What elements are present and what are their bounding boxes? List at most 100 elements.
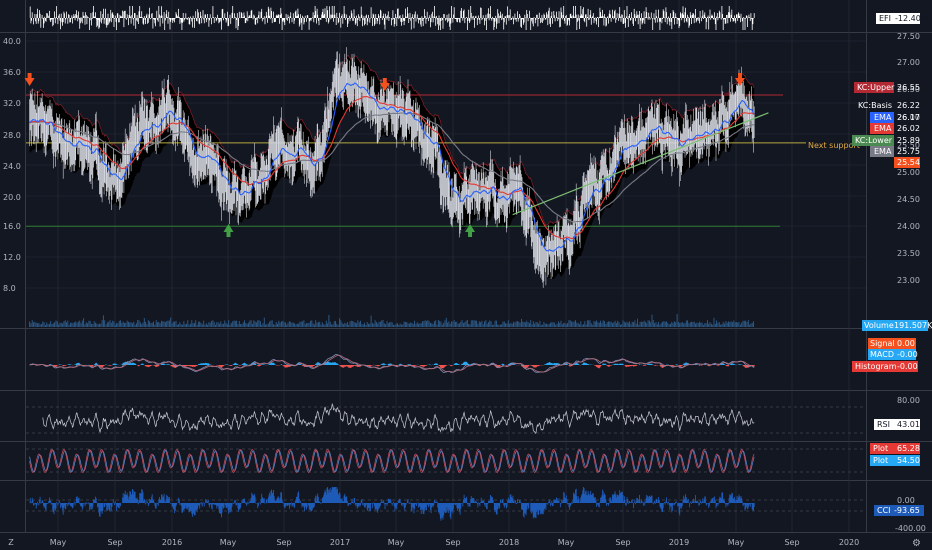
right-tick: 23.00 xyxy=(897,276,920,285)
ema-fast-badge xyxy=(870,112,894,123)
up-arrow-marker xyxy=(223,224,234,237)
cci-name: CCI xyxy=(877,506,891,515)
efi-panel xyxy=(29,6,755,30)
cci-value: -93.65 xyxy=(894,506,920,515)
cci-panel xyxy=(26,487,866,521)
ema-mid-line xyxy=(29,95,755,240)
volume-name: Volume xyxy=(864,321,894,330)
plot2-name: Plot xyxy=(873,456,888,465)
ema-fast-line xyxy=(29,82,755,252)
left-price-axis: 40.0 36.0 32.0 28.0 24.0 20.0 16.0 12.0 … xyxy=(3,37,21,293)
time-tick: 2018 xyxy=(499,538,519,547)
efi-legend: EFI -12.403K xyxy=(876,13,932,24)
right-tick: 26.50 xyxy=(897,85,920,94)
cci-histogram xyxy=(29,487,755,521)
plot1-name: Plot xyxy=(873,444,888,453)
efi-histogram xyxy=(29,6,755,30)
volume-panel xyxy=(29,314,754,327)
time-tick: May xyxy=(220,538,237,547)
time-tick: Sep xyxy=(615,538,630,547)
time-tick: May xyxy=(50,538,67,547)
right-tick: 27.50 xyxy=(897,32,920,41)
signal-badge xyxy=(868,338,916,349)
left-tick: 28.0 xyxy=(3,131,21,140)
right-tick: 27.00 xyxy=(897,58,920,67)
down-arrow-marker xyxy=(379,78,390,91)
efi-value: -12.403K xyxy=(895,14,932,23)
right-tick: 23.50 xyxy=(897,249,920,258)
volume-value: 191.507K xyxy=(894,321,932,330)
volume-legend: Volume 191.507K xyxy=(862,320,932,331)
right-price-axis: 27.50 27.00 26.50 26.00 25.50 25.00 24.5… xyxy=(897,32,920,285)
time-tick: 2019 xyxy=(669,538,689,547)
kc-upper-badge xyxy=(854,82,894,93)
rsi-legend: 80.00 RSI 43.01 xyxy=(874,396,920,430)
kc-basis-value: 26.22 xyxy=(897,101,920,110)
plot1-value: 65.28 xyxy=(897,444,920,453)
time-tick: May xyxy=(728,538,745,547)
left-tick: 24.0 xyxy=(3,162,21,171)
kc-basis-name: KC:Basis xyxy=(858,101,892,110)
time-axis-corner: Z xyxy=(8,538,14,547)
last-price-badge xyxy=(894,157,920,168)
ema-slow-value: 25.75 xyxy=(897,147,920,156)
left-tick: 20.0 xyxy=(3,193,21,202)
time-tick: May xyxy=(388,538,405,547)
ema-slow-name: EMA xyxy=(874,147,892,156)
macd-histogram-positive xyxy=(29,361,743,365)
cci-badge xyxy=(874,505,924,516)
right-tick: 24.50 xyxy=(897,195,920,204)
down-arrow-marker xyxy=(735,73,745,86)
next-support-annotation: Next support xyxy=(808,141,860,150)
time-tick: Sep xyxy=(276,538,291,547)
left-tick: 32.0 xyxy=(3,99,21,108)
ema-mid-name: EMA xyxy=(874,124,892,133)
last-price-value: 25.54 xyxy=(897,158,920,167)
time-tick: 2017 xyxy=(330,538,350,547)
cci-tick-0: 0.00 xyxy=(897,496,915,505)
right-tick: 24.00 xyxy=(897,222,920,231)
cci-legend: 0.00 CCI -93.65 -400.00 xyxy=(874,496,926,533)
uptrend-line xyxy=(512,112,769,216)
kc-lower-badge xyxy=(852,135,894,146)
left-tick: 8.0 xyxy=(3,284,16,293)
volume-bars xyxy=(29,314,754,327)
volume-badge xyxy=(862,320,928,331)
rsi-panel xyxy=(26,402,866,434)
ema-slow-badge xyxy=(870,146,894,157)
cci-tick-m400: -400.00 xyxy=(895,524,926,533)
ema-mid-badge xyxy=(870,123,894,134)
plot2-badge xyxy=(870,455,920,466)
stoch-panel xyxy=(26,448,866,474)
plot2-value: 54.50 xyxy=(897,456,920,465)
right-tick: 25.00 xyxy=(897,168,920,177)
time-tick: Sep xyxy=(445,538,460,547)
kc-upper-value: 26.55 xyxy=(897,83,920,92)
kc-lower-value: 25.89 xyxy=(897,136,920,145)
right-tick: 25.50 xyxy=(897,141,920,150)
left-tick: 16.0 xyxy=(3,222,21,231)
ema-fast-value: 26.17 xyxy=(897,113,920,122)
rsi-line xyxy=(42,402,755,434)
rsi-value: 43.01 xyxy=(897,420,920,429)
ema-mid-value: 26.02 xyxy=(897,124,920,133)
time-tick: Sep xyxy=(107,538,122,547)
down-arrow-marker xyxy=(24,73,35,86)
left-tick: 36.0 xyxy=(3,68,21,77)
rsi-tick-80: 80.00 xyxy=(897,396,920,405)
time-tick: Sep xyxy=(784,538,799,547)
kc-upper-line xyxy=(29,54,755,227)
histogram-badge xyxy=(852,361,918,372)
stoch-legend: Plot 65.28 Plot 54.50 xyxy=(870,443,920,466)
kc-lower-name: KC:Lower xyxy=(855,136,893,145)
settings-gear-icon[interactable]: ⚙ xyxy=(912,538,921,549)
time-tick: 2016 xyxy=(162,538,182,547)
histogram-value: -0.00 xyxy=(897,362,918,371)
signal-name: Signal xyxy=(870,339,895,348)
macd-panel xyxy=(29,354,755,373)
efi-name: EFI xyxy=(879,14,891,23)
ema-slow-line xyxy=(29,112,755,223)
signal-line xyxy=(29,355,755,373)
